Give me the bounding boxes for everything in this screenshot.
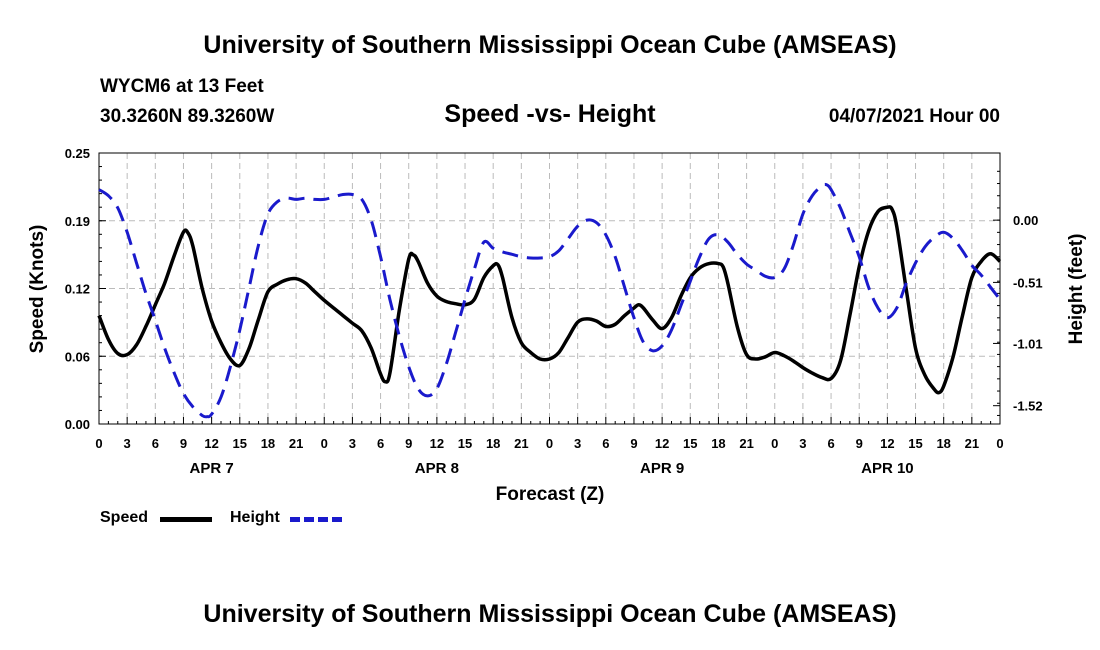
station-label: WYCM6 at 13 Feet (100, 76, 264, 97)
page-title: University of Southern Mississippi Ocean… (203, 31, 897, 59)
station-coordinates: 30.3260N 89.3260W (100, 106, 275, 127)
x-tick-label: 6 (602, 436, 609, 451)
x-tick-label: 15 (458, 436, 472, 451)
x-tick-label: 18 (936, 436, 950, 451)
x-tick-label: 21 (739, 436, 753, 451)
x-tick-label: 3 (349, 436, 356, 451)
day-label: APR 8 (415, 460, 459, 477)
x-axis-label: Forecast (Z) (496, 484, 605, 505)
x-tick-label: 9 (405, 436, 412, 451)
y2-axis-label: Height (feet) (1066, 234, 1087, 345)
day-label: APR 10 (861, 460, 914, 477)
x-tick-label: 18 (711, 436, 725, 451)
axes: 0 3 6 9 12 15 18 21 0 3 6 9 12 15 18 21 0 3 6 9 12 15 18 21 0 3 6 9… (65, 146, 1043, 477)
x-tick-label: 21 (514, 436, 528, 451)
forecast-date: 04/07/2021 Hour 00 (828, 106, 1000, 127)
y2-tick-label: -0.51 (1013, 275, 1043, 290)
height-series-line (98, 182, 1002, 419)
x-tick-label: 21 (289, 436, 303, 451)
x-tick-label: 9 (856, 436, 863, 451)
grid (99, 153, 1000, 424)
y-tick-label: 0.25 (65, 146, 90, 161)
x-tick-label: 6 (152, 436, 159, 451)
x-tick-label: 0 (321, 436, 328, 451)
x-tick-label: 12 (655, 436, 669, 451)
chart-subtitle: Speed -vs- Height (444, 100, 656, 128)
x-tick-label: 0 (95, 436, 102, 451)
x-tick-label: 12 (204, 436, 218, 451)
x-tick-label: 12 (430, 436, 444, 451)
x-tick-label: 12 (880, 436, 894, 451)
x-tick-label: 6 (827, 436, 834, 451)
legend-height-label: Height (230, 509, 280, 526)
x-tick-label: 21 (965, 436, 979, 451)
speed-series-line (97, 205, 1002, 395)
x-tick-label: 15 (233, 436, 247, 451)
x-tick-label: 6 (377, 436, 384, 451)
x-tick-label: 0 (771, 436, 778, 451)
x-tick-label: 3 (799, 436, 806, 451)
y2-tick-label: -1.52 (1013, 399, 1043, 414)
legend-height-swatch (290, 517, 342, 522)
y-tick-label: 0.12 (65, 282, 90, 297)
x-tick-label: 15 (908, 436, 922, 451)
x-tick-label: 15 (683, 436, 697, 451)
series (97, 182, 1002, 419)
x-tick-label: 3 (574, 436, 581, 451)
x-tick-label: 9 (630, 436, 637, 451)
y-tick-label: 0.19 (65, 214, 90, 229)
x-tick-label: 18 (486, 436, 500, 451)
y2-tick-label: 0.00 (1013, 213, 1038, 228)
legend-speed-swatch (160, 517, 212, 522)
x-tick-label: 0 (546, 436, 553, 451)
y-tick-label: 0.00 (65, 417, 90, 432)
day-label: APR 9 (640, 460, 684, 477)
y-axis-label: Speed (Knots) (27, 225, 48, 354)
x-tick-label: 9 (180, 436, 187, 451)
x-tick-label: 0 (996, 436, 1003, 451)
x-tick-label: 18 (261, 436, 275, 451)
x-tick-label: 3 (124, 436, 131, 451)
day-label: APR 7 (190, 460, 234, 477)
y2-tick-label: -1.01 (1013, 336, 1043, 351)
y-tick-label: 0.06 (65, 349, 90, 364)
footer-title: University of Southern Mississippi Ocean… (203, 600, 897, 628)
legend-speed-label: Speed (100, 509, 149, 526)
